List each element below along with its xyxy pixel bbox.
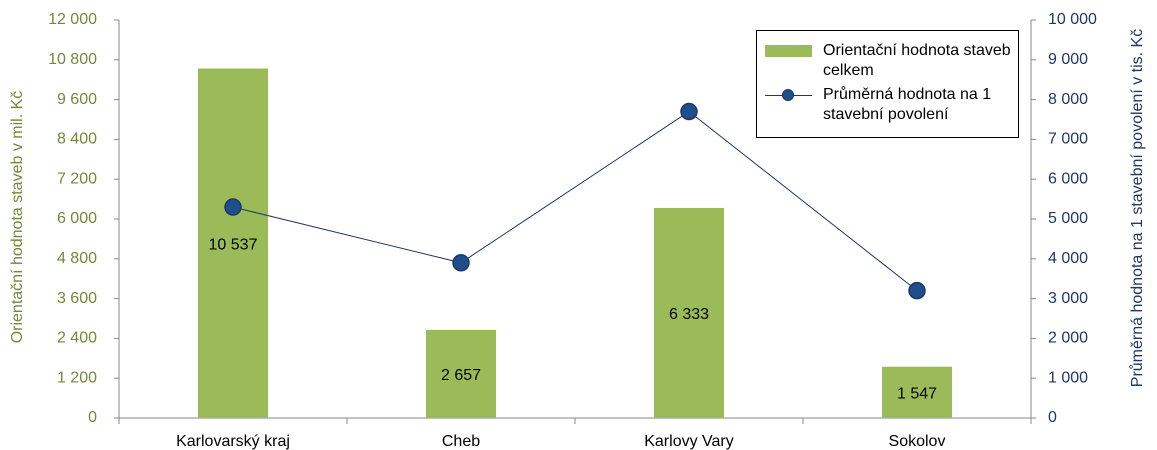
- y2-tick-label: 1 000: [1048, 369, 1088, 386]
- marker: [224, 198, 242, 216]
- data-label: 2 657: [441, 367, 481, 384]
- legend-marker: [782, 89, 794, 101]
- marker: [908, 281, 926, 300]
- y2-tick-label: 0: [1048, 409, 1057, 426]
- bar: [882, 366, 952, 418]
- y2-tick-label: 4 000: [1048, 250, 1088, 267]
- legend-label: Orientační hodnota staveb celkem: [823, 42, 1011, 79]
- y-tick-label: 1 200: [57, 369, 97, 386]
- y2-tick-label: 7 000: [1048, 131, 1088, 148]
- x-tick-label: Karlovy Vary: [644, 433, 734, 450]
- y-tick-label: 7 200: [57, 170, 97, 187]
- x-tick-label: Sokolov: [889, 433, 946, 450]
- legend-swatch: [765, 85, 817, 125]
- x-tick-label: Karlovarský kraj: [176, 433, 290, 450]
- legend-item: Orientační hodnota staveb celkem: [757, 41, 1018, 81]
- y-tick-label: 0: [88, 409, 97, 426]
- bar: [426, 329, 496, 418]
- y2-tick-label: 10 000: [1048, 11, 1097, 28]
- data-label: 6 333: [669, 306, 709, 323]
- y-tick-label: 8 400: [57, 131, 97, 148]
- legend-bar: [765, 45, 812, 57]
- marker: [680, 102, 698, 121]
- data-label: 1 547: [897, 386, 937, 403]
- legend: Orientační hodnota staveb celkem Průměrná…: [756, 30, 1019, 138]
- legend-label: Průměrná hodnota na 1 stavební povolení: [823, 86, 992, 123]
- bar: [654, 207, 724, 418]
- legend-swatch: [765, 41, 817, 81]
- y2-tick-label: 2 000: [1048, 330, 1088, 347]
- x-tick-label: Cheb: [442, 433, 480, 450]
- y2-tick-label: 6 000: [1048, 170, 1088, 187]
- y-tick-label: 6 000: [57, 210, 97, 227]
- y-tick-label: 3 600: [57, 290, 97, 307]
- y-tick-label: 9 600: [57, 91, 97, 108]
- y-tick-label: 4 800: [57, 250, 97, 267]
- y2-tick-label: 8 000: [1048, 91, 1088, 108]
- marker: [452, 254, 470, 272]
- data-label: 10 537: [209, 236, 258, 253]
- y-tick-label: 10 800: [48, 51, 97, 68]
- line: [232, 110, 918, 292]
- bar: [198, 68, 268, 419]
- y2-tick-label: 5 000: [1048, 210, 1088, 227]
- y2-tick-label: 9 000: [1048, 51, 1088, 68]
- y-tick-label: 2 400: [57, 330, 97, 347]
- y2-tick-label: 3 000: [1048, 290, 1088, 307]
- y-axis-title: Orientační hodnota staveb v mil. Kč: [9, 90, 26, 344]
- y2-axis-title: Průměrná hodnota na 1 stavební povolení …: [1129, 28, 1146, 388]
- y-tick-label: 12 000: [48, 11, 97, 28]
- legend-item: Průměrná hodnota na 1 stavební povolení: [757, 85, 1018, 125]
